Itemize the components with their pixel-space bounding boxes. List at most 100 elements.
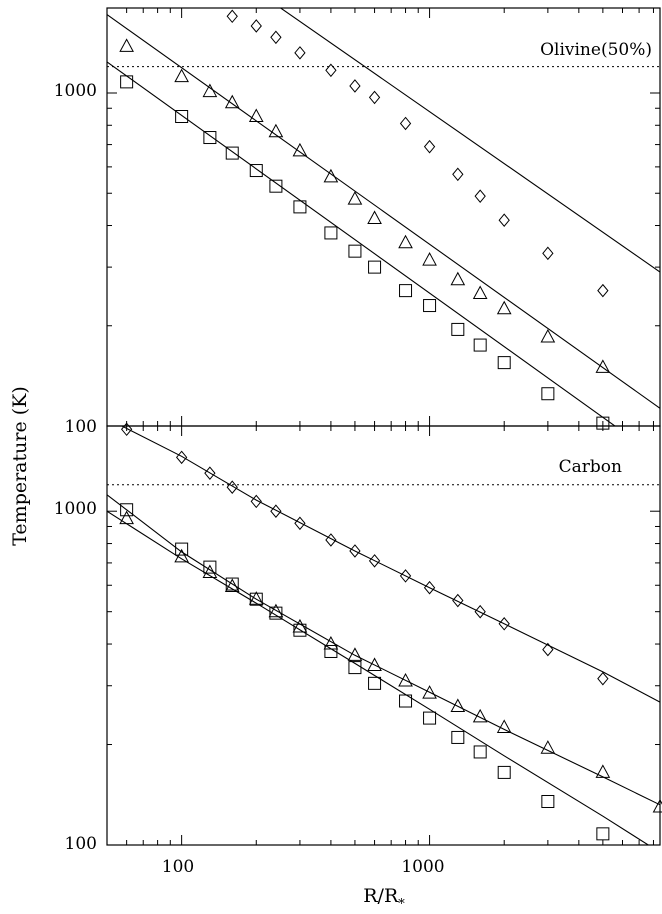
olivine-square-marker bbox=[324, 226, 338, 240]
carbon-diamond-marker bbox=[294, 516, 306, 531]
olivine-diamond-marker bbox=[226, 9, 238, 24]
carbon-triangle-marker bbox=[450, 698, 466, 712]
olivine-panel-frame bbox=[106, 7, 661, 427]
x-axis-label-subscript: * bbox=[398, 897, 405, 912]
x-tick-label-100: 100 bbox=[162, 857, 194, 877]
olivine-square-marker bbox=[423, 299, 437, 313]
y-tick-label-olivine-100: 100 bbox=[65, 417, 97, 437]
olivine-diamond-marker bbox=[452, 167, 464, 182]
olivine-triangle-marker bbox=[292, 142, 308, 157]
carbon-square-marker bbox=[120, 503, 134, 517]
carbon-square-marker bbox=[225, 577, 239, 591]
carbon-triangle-marker bbox=[398, 672, 413, 687]
olivine-panel bbox=[106, 8, 660, 430]
carbon-panel-label: Carbon bbox=[559, 457, 622, 477]
carbon-diamond-marker bbox=[226, 480, 238, 494]
olivine-fit-line-1 bbox=[279, 8, 660, 273]
carbon-triangle-marker bbox=[595, 764, 611, 778]
y-tick-label-olivine-1000: 1000 bbox=[54, 81, 97, 101]
carbon-square-marker bbox=[497, 765, 511, 779]
olivine-square-marker bbox=[120, 75, 134, 89]
olivine-triangle-marker bbox=[398, 234, 413, 249]
carbon-diamond-marker bbox=[349, 544, 361, 558]
olivine-square-marker bbox=[293, 200, 307, 214]
carbon-diamond-marker bbox=[204, 466, 216, 480]
olivine-diamond-marker bbox=[542, 246, 554, 261]
carbon-triangle-marker bbox=[652, 798, 662, 813]
carbon-diamond-marker bbox=[597, 671, 609, 686]
carbon-square-marker bbox=[293, 623, 307, 637]
olivine-diamond-marker bbox=[349, 79, 361, 93]
x-axis-label: R/R* bbox=[363, 885, 405, 912]
x-tick-label-1000: 1000 bbox=[401, 857, 444, 877]
carbon-square-marker bbox=[249, 592, 263, 606]
olivine-square-marker bbox=[541, 387, 555, 401]
carbon-square-marker bbox=[451, 730, 465, 744]
olivine-triangle-marker bbox=[248, 108, 264, 123]
carbon-diamond-marker bbox=[474, 604, 486, 619]
carbon-square-marker bbox=[399, 694, 413, 708]
olivine-triangle-marker bbox=[422, 252, 437, 266]
carbon-triangle-marker bbox=[174, 548, 189, 563]
carbon-diamond-marker bbox=[250, 494, 262, 509]
olivine-diamond-marker bbox=[368, 90, 381, 105]
carbon-square-marker bbox=[175, 542, 189, 556]
olivine-square-marker bbox=[175, 110, 189, 124]
carbon-triangle-marker bbox=[268, 603, 284, 618]
olivine-diamond-marker bbox=[399, 116, 412, 131]
olivine-square-marker bbox=[473, 338, 487, 352]
olivine-triangle-marker bbox=[268, 123, 284, 138]
olivine-triangle-marker bbox=[472, 285, 488, 299]
olivine-diamond-marker bbox=[498, 213, 510, 227]
olivine-square-marker bbox=[348, 244, 362, 258]
carbon-square-marker bbox=[324, 644, 338, 658]
olivine-triangle-marker bbox=[540, 328, 556, 343]
olivine-diamond-marker bbox=[325, 63, 337, 78]
olivine-square-marker bbox=[497, 356, 511, 370]
carbon-diamond-marker bbox=[423, 580, 436, 595]
carbon-fit-line-2 bbox=[107, 494, 660, 806]
olivine-triangle-marker bbox=[174, 68, 189, 83]
olivine-triangle-marker bbox=[202, 83, 218, 98]
carbon-diamond-marker bbox=[399, 569, 412, 583]
olivine-diamond-marker bbox=[294, 46, 306, 60]
carbon-triangle-marker bbox=[224, 578, 240, 592]
olivine-diamond-marker bbox=[270, 30, 282, 45]
olivine-panel-label: Olivine(50%) bbox=[540, 40, 652, 60]
carbon-diamond-marker bbox=[368, 554, 381, 568]
carbon-diamond-marker bbox=[175, 450, 188, 465]
y-tick-label-carbon-1000: 1000 bbox=[54, 499, 97, 519]
carbon-diamond-marker bbox=[120, 422, 133, 437]
carbon-square-marker bbox=[269, 606, 283, 620]
carbon-panel-frame bbox=[106, 425, 661, 846]
olivine-diamond-marker bbox=[474, 189, 486, 203]
olivine-square-marker bbox=[225, 146, 239, 160]
carbon-square-marker bbox=[473, 745, 487, 759]
olivine-triangle-marker bbox=[323, 168, 339, 183]
olivine-triangle-marker bbox=[496, 300, 512, 315]
carbon-diamond-marker bbox=[498, 616, 510, 631]
olivine-triangle-marker bbox=[450, 271, 466, 286]
olivine-triangle-marker bbox=[595, 359, 611, 373]
carbon-square-marker bbox=[368, 676, 382, 690]
olivine-square-marker bbox=[399, 284, 413, 298]
carbon-triangle-marker bbox=[367, 657, 382, 671]
olivine-diamond-marker bbox=[250, 19, 262, 33]
olivine-triangle-marker bbox=[347, 191, 363, 205]
carbon-triangle-marker bbox=[323, 635, 339, 650]
carbon-triangle-marker bbox=[248, 591, 264, 605]
olivine-triangle-marker bbox=[224, 94, 240, 109]
carbon-diamond-marker bbox=[542, 642, 554, 657]
olivine-triangle-marker bbox=[367, 210, 382, 224]
carbon-triangle-marker bbox=[496, 719, 512, 733]
carbon-triangle-marker bbox=[347, 647, 363, 661]
olivine-fit-line-3 bbox=[107, 61, 616, 426]
carbon-diamond-marker bbox=[270, 504, 282, 518]
carbon-triangle-marker bbox=[422, 685, 437, 699]
x-axis-label-main: R/R bbox=[363, 885, 399, 907]
olivine-diamond-marker bbox=[423, 139, 436, 154]
carbon-diamond-marker bbox=[325, 533, 337, 547]
carbon-fit-line-1 bbox=[120, 426, 660, 703]
olivine-diamond-marker bbox=[597, 283, 609, 298]
